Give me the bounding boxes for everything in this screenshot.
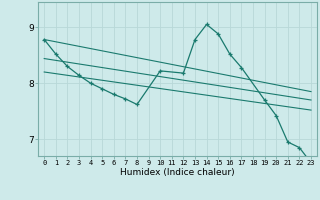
X-axis label: Humidex (Indice chaleur): Humidex (Indice chaleur): [120, 168, 235, 177]
